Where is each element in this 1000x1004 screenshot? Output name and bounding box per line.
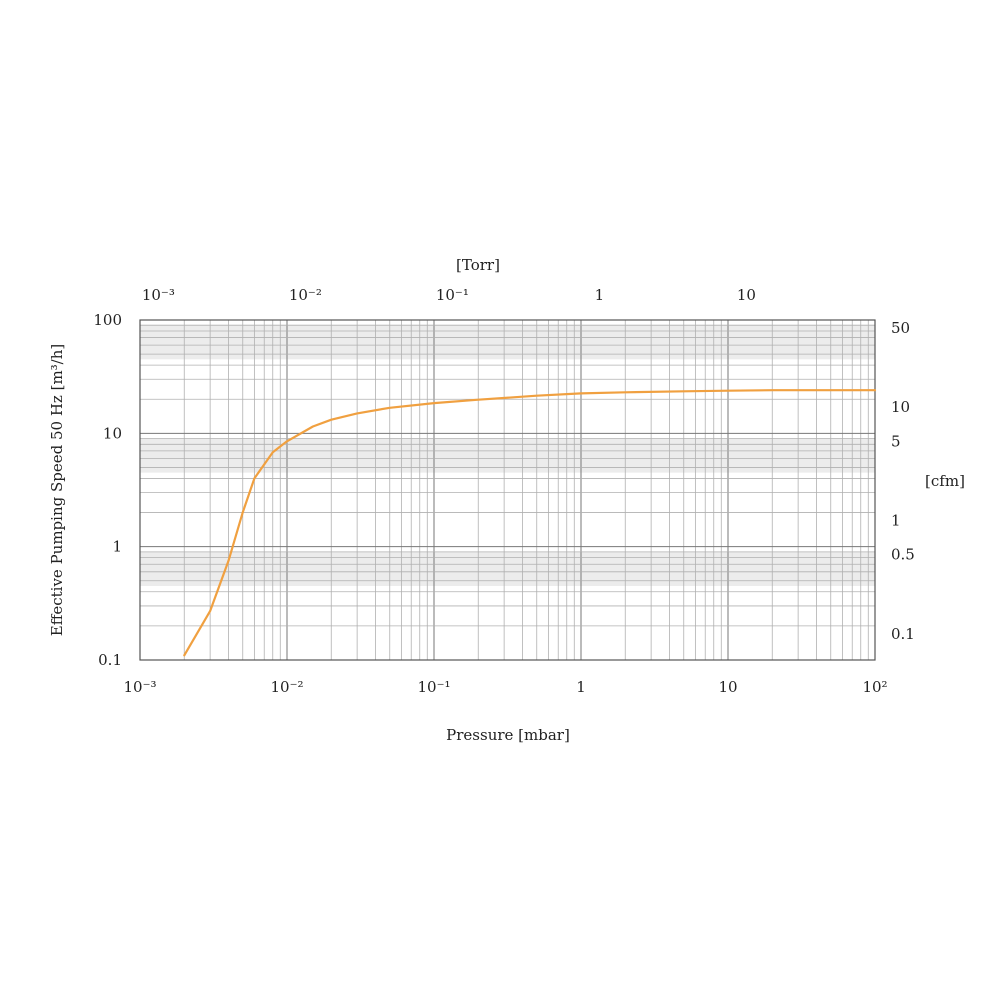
top-axis-title: [Torr] bbox=[456, 256, 500, 274]
x-tick-label: 10 bbox=[718, 678, 737, 696]
x-axis-title: Pressure [mbar] bbox=[446, 726, 570, 744]
right-tick-label: 50 bbox=[891, 319, 910, 337]
top-tick-label: 1 bbox=[595, 286, 605, 304]
series-layer bbox=[183, 389, 877, 657]
x-tick-label: 10⁻¹ bbox=[417, 678, 450, 696]
top-tick-label: 10⁻³ bbox=[142, 286, 175, 304]
right-tick-label: 0.1 bbox=[891, 625, 915, 643]
y-tick-label: 100 bbox=[93, 311, 122, 329]
pumping-speed-curve bbox=[183, 389, 877, 657]
right-axis-title: [cfm] bbox=[925, 472, 965, 490]
right-tick-label: 5 bbox=[891, 432, 901, 450]
right-tick-label: 0.5 bbox=[891, 546, 915, 564]
y-tick-label: 1 bbox=[112, 538, 122, 556]
plot-frame bbox=[139, 319, 876, 661]
top-tick-label: 10 bbox=[737, 286, 756, 304]
grid-lines bbox=[139, 320, 875, 661]
x-tick-label: 10² bbox=[862, 678, 887, 696]
x-tick-label: 10⁻³ bbox=[123, 678, 156, 696]
y-tick-label: 0.1 bbox=[98, 651, 122, 669]
y-tick-label: 10 bbox=[103, 424, 122, 442]
top-tick-label: 10⁻² bbox=[289, 286, 322, 304]
x-tick-label: 10⁻² bbox=[270, 678, 303, 696]
x-tick-label: 1 bbox=[576, 678, 586, 696]
right-tick-label: 10 bbox=[891, 398, 910, 416]
right-tick-label: 1 bbox=[891, 512, 901, 530]
tick-labels: 10⁻³ 10⁻² 10⁻¹ 1 10 10² 0.1 1 10 100 10⁻³ 10⁻² 10⁻¹ 1… bbox=[93, 286, 915, 696]
top-tick-label: 10⁻¹ bbox=[436, 286, 469, 304]
y-axis-title: Effective Pumping Speed 50 Hz [m³/h] bbox=[48, 344, 66, 637]
